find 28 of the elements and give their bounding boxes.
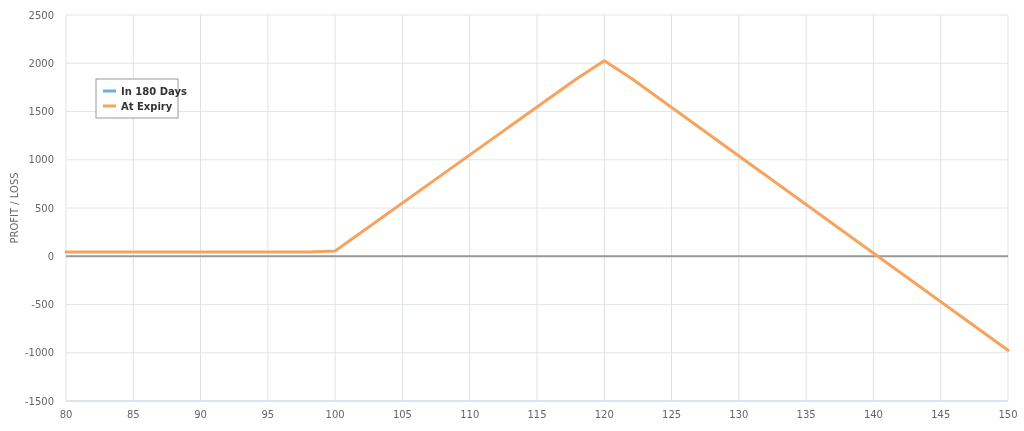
- x-tick-label: 85: [126, 409, 140, 420]
- y-tick-label: 1000: [28, 154, 54, 166]
- y-tick-label: 1500: [28, 106, 54, 117]
- legend-label: At Expiry: [121, 100, 173, 112]
- x-tick-label: 150: [998, 409, 1018, 420]
- x-tick-label: 130: [729, 409, 749, 420]
- line-series: [64, 59, 1010, 352]
- y-tick-label: -500: [31, 299, 54, 310]
- x-tick-label: 105: [392, 409, 412, 420]
- x-tick-label: 80: [59, 409, 73, 420]
- x-tick-label: 90: [194, 409, 207, 420]
- y-tick-label: -1000: [24, 347, 54, 359]
- y-tick-label: 2500: [28, 9, 54, 21]
- x-tick-label: 135: [796, 409, 816, 420]
- x-tick-label: 100: [325, 409, 345, 420]
- x-tick-label: 115: [527, 409, 547, 420]
- x-tick-label: 120: [594, 409, 614, 420]
- y-tick-label: 2000: [28, 57, 54, 69]
- x-tick-label: 125: [662, 409, 682, 420]
- x-tick-label: 145: [931, 409, 951, 420]
- legend-label: In 180 Days: [121, 85, 187, 97]
- y-axis-title: PROFIT / LOSS: [9, 172, 20, 244]
- y-tick-label: 500: [34, 202, 54, 214]
- x-tick-label: 95: [261, 409, 275, 420]
- x-tick-label: 140: [863, 409, 883, 420]
- y-tick-label: 0: [47, 250, 54, 262]
- x-tick-label: 110: [460, 409, 480, 420]
- y-tick-label: -1500: [24, 395, 54, 407]
